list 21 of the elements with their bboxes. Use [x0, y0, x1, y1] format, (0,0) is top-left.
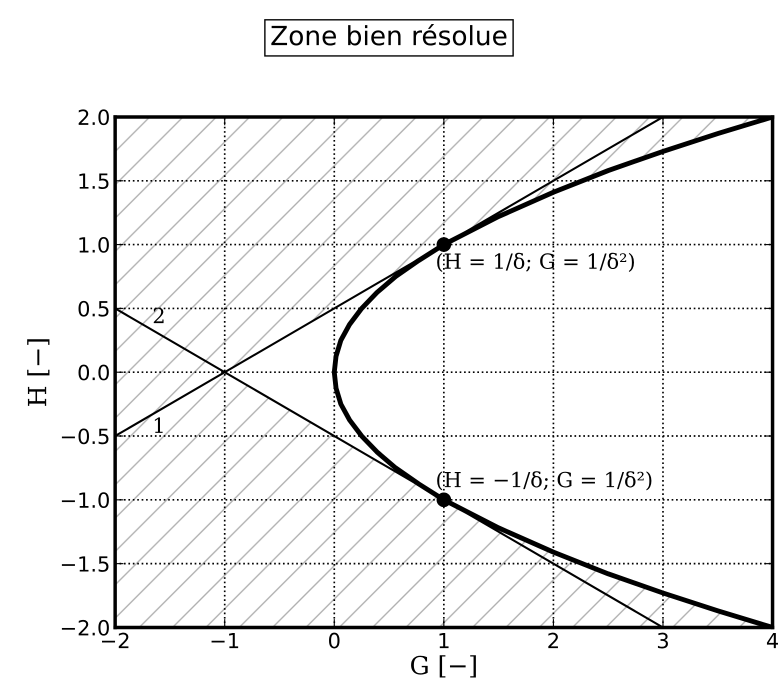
y-tick-label: 2.0 [78, 109, 109, 126]
annotation: (H = 1/δ; G = 1/δ²) [437, 252, 634, 272]
x-tick-label: −1 [212, 632, 238, 648]
series-label: 2 [154, 308, 164, 324]
x-tick-label: 4 [766, 632, 778, 648]
x-tick-label: 1 [440, 632, 449, 648]
y-tick-label: −0.5 [62, 428, 108, 444]
x-tick-label: 3 [658, 632, 668, 648]
x-tick-label: 2 [548, 632, 558, 648]
y-tick-label: −1.5 [62, 556, 108, 572]
y-tick-label: 1.5 [79, 174, 108, 189]
chart-title: Zone bien résolue [271, 24, 506, 46]
x-tick-label: 0 [329, 632, 340, 648]
x-axis-title: G [−] [411, 655, 476, 678]
y-tick-label: 0.5 [78, 300, 108, 317]
y-tick-label: 0.0 [78, 364, 109, 380]
y-tick-label: 1.0 [79, 237, 109, 253]
y-tick-label: −1.0 [62, 492, 109, 508]
y-axis-title: H [−] [27, 339, 50, 406]
series-label: 1 [154, 417, 163, 433]
annotation: (H = −1/δ; G = 1/δ²) [437, 471, 652, 490]
